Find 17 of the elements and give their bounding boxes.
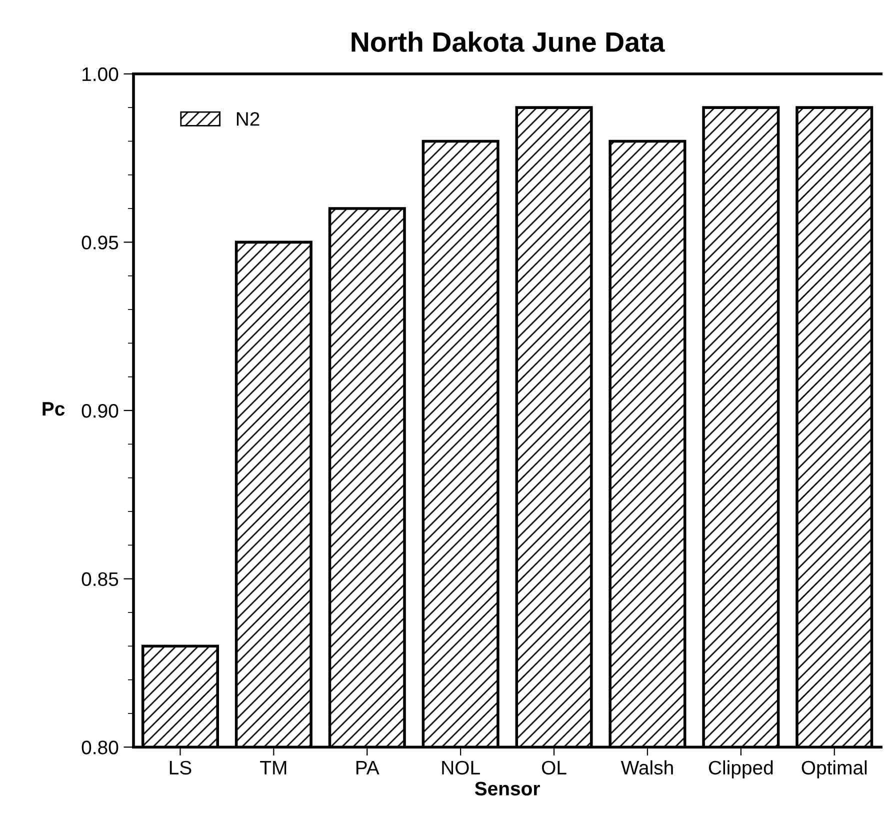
x-tick-label: Optimal bbox=[802, 760, 867, 778]
x-axis-title: Sensor bbox=[474, 782, 540, 796]
chart-title: North Dakota June Data bbox=[352, 32, 665, 52]
x-tick-label: TM bbox=[260, 761, 286, 774]
y-tick-label: 0.90 bbox=[82, 404, 118, 418]
x-tick-label: Walsh bbox=[620, 760, 673, 775]
x-tick-label: LS bbox=[170, 760, 192, 775]
x-tick-label: OL bbox=[542, 760, 566, 775]
x-tick-label: PA bbox=[356, 761, 380, 774]
x-tick-label: Clipped bbox=[708, 760, 773, 778]
y-tick-label: 0.85 bbox=[82, 572, 118, 586]
y-tick-label: 1.00 bbox=[82, 67, 118, 82]
legend-label: N2 bbox=[236, 112, 260, 126]
y-tick-label: 0.80 bbox=[82, 740, 118, 754]
y-axis-title: Pc bbox=[42, 402, 65, 416]
y-tick-label: 0.95 bbox=[82, 236, 118, 250]
x-tick-label: NOL bbox=[442, 760, 480, 775]
